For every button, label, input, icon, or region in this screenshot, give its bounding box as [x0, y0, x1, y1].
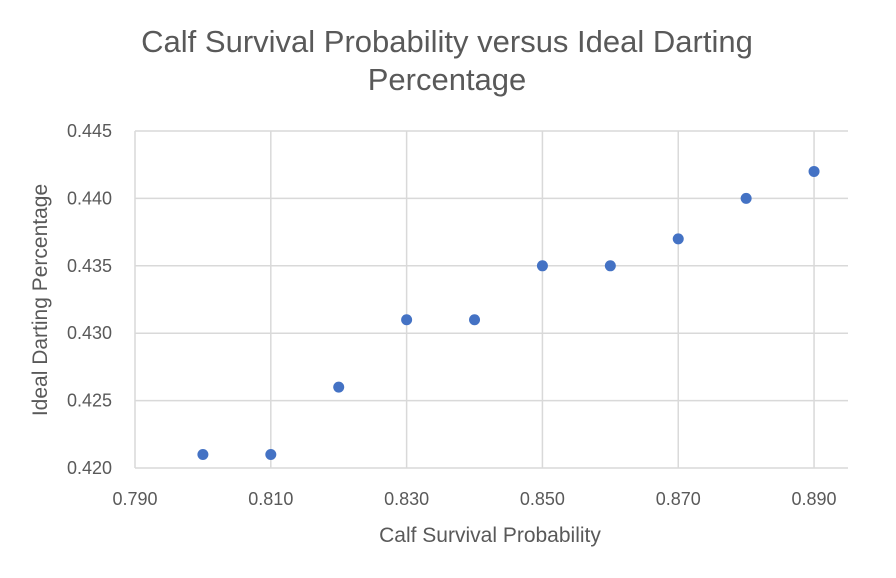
data-point [672, 233, 684, 245]
tick-labels: 0.420 0.425 0.430 0.435 0.440 0.445 0.790 0.810… [67, 121, 837, 509]
x-tick-label: 0.850 [520, 489, 565, 509]
y-tick-label: 0.425 [67, 391, 112, 411]
data-point [469, 314, 481, 326]
y-tick-label: 0.420 [67, 458, 112, 478]
chart-title: Calf Survival Probability versus Ideal D… [141, 24, 753, 97]
x-tick-label: 0.810 [248, 489, 293, 509]
data-points [197, 165, 820, 461]
data-point [740, 192, 752, 204]
y-tick-label: 0.445 [67, 121, 112, 141]
data-point [197, 449, 209, 461]
x-tick-label: 0.830 [384, 489, 429, 509]
data-point [333, 381, 345, 393]
y-tick-label: 0.440 [67, 188, 112, 208]
data-point [401, 314, 413, 326]
y-axis-title: Ideal Darting Percentage [29, 184, 52, 416]
x-axis-title: Calf Survival Probability [379, 524, 601, 547]
chart-title-line-2: Percentage [368, 62, 527, 97]
y-tick-label: 0.435 [67, 256, 112, 276]
x-tick-label: 0.790 [112, 489, 157, 509]
data-point [265, 449, 277, 461]
x-tick-label: 0.890 [792, 489, 837, 509]
gridlines [135, 130, 848, 468]
data-point [808, 165, 820, 177]
x-tick-label: 0.870 [656, 489, 701, 509]
data-point [536, 260, 548, 272]
data-point [604, 260, 616, 272]
axes [134, 131, 848, 469]
y-tick-label: 0.430 [67, 323, 112, 343]
chart-title-line-1: Calf Survival Probability versus Ideal D… [141, 24, 753, 59]
